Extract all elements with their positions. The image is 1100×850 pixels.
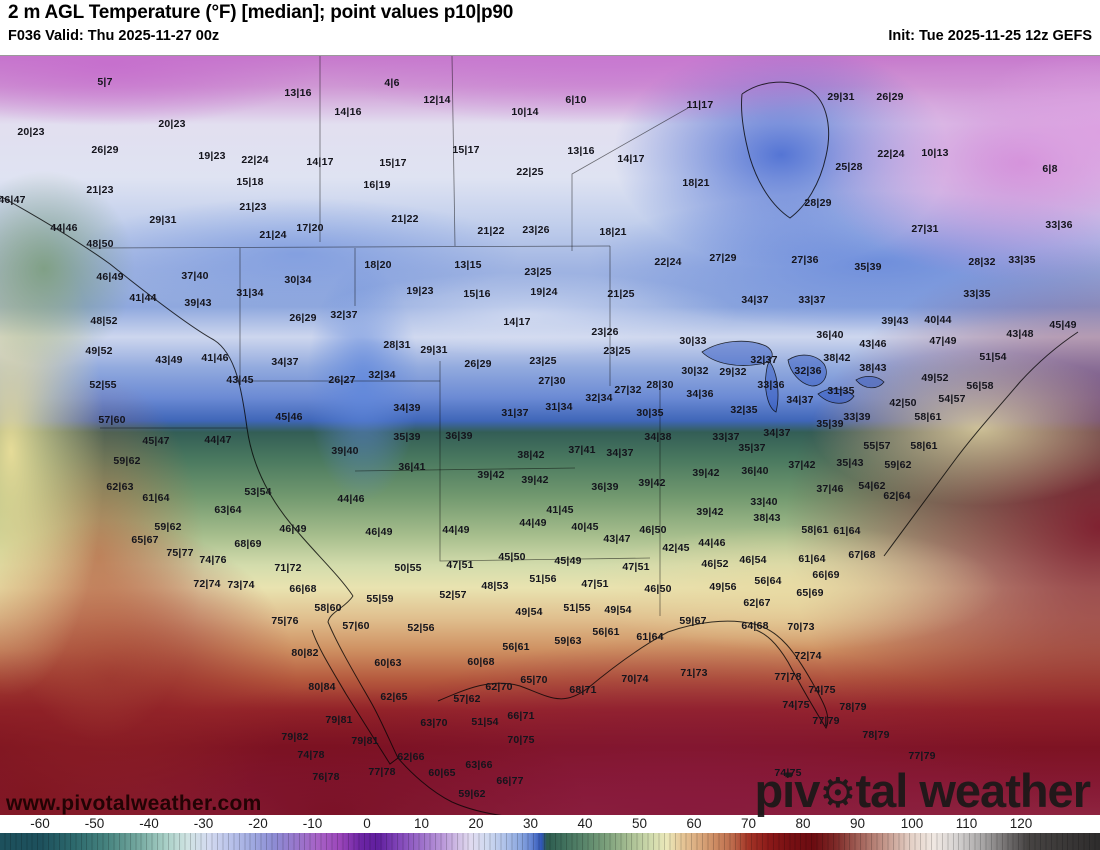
coastline-pacific <box>0 195 354 597</box>
colorbar-tick: -40 <box>139 816 159 831</box>
colorbar-tick: 100 <box>900 816 924 831</box>
colorbar-tick: -60 <box>30 816 50 831</box>
logo-text-left: piv <box>754 763 820 817</box>
colorbar-tick-labels: -60 -50 -40 -30 -20 -10 0 10 20 30 40 50 60 70 80 90 100… <box>0 815 1100 833</box>
map-borders <box>0 56 1079 816</box>
colorbar-tick: -30 <box>193 816 214 831</box>
colorbar-tick: 120 <box>1009 816 1033 831</box>
lake-michigan <box>765 361 779 413</box>
coastline-gulf-florida <box>437 620 829 730</box>
colorbar-tick: 110 <box>955 816 978 831</box>
hudson-bay-outline <box>741 81 830 219</box>
border-us-canada <box>89 245 611 249</box>
map-header: 2 m AGL Temperature (°F) [median]; point… <box>0 0 1100 55</box>
colorbar-tick: 40 <box>577 816 593 831</box>
colorbar-tick: 60 <box>686 816 702 831</box>
watermark: www.pivotalweather.com <box>6 792 262 815</box>
forecast-valid-label: F036 Valid: Thu 2025-11-27 00z <box>8 28 220 44</box>
border-state-1 <box>239 248 440 382</box>
colorbar-tick: 90 <box>849 816 866 831</box>
colorbar-tick: 50 <box>631 816 648 831</box>
coastline-mexico <box>397 757 506 816</box>
border-state-4 <box>439 361 651 562</box>
colorbar-tick: -10 <box>302 816 323 831</box>
map-title: 2 m AGL Temperature (°F) [median]; point… <box>8 2 514 23</box>
lake-erie <box>817 388 855 404</box>
colorbar-tick: -50 <box>84 816 105 831</box>
temperature-map[interactable]: www.pivotalweather.com piv⚙tal weather <box>0 55 1100 816</box>
temperature-colorbar <box>0 833 1100 850</box>
colorbar-tick: -20 <box>248 816 268 831</box>
colorbar-tick: 30 <box>522 816 539 831</box>
pivotal-weather-logo: piv⚙tal weather <box>754 763 1091 817</box>
lake-huron <box>787 354 827 387</box>
gear-icon: ⚙ <box>819 768 856 817</box>
map-subtitle-row: F036 Valid: Thu 2025-11-27 00z Init: Tue… <box>8 28 1092 44</box>
lake-ontario <box>855 376 885 389</box>
colorbar-tick: 80 <box>795 816 811 831</box>
coastline-baja <box>311 595 399 765</box>
logo-text-right: tal weather <box>855 763 1091 817</box>
border-province-3 <box>571 107 689 251</box>
coastline-atlantic <box>883 331 1079 557</box>
colorbar-tick: 10 <box>413 816 430 831</box>
colorbar-tick: 70 <box>740 816 757 831</box>
colorbar-tick: 0 <box>363 816 371 831</box>
border-state-5 <box>354 467 576 472</box>
border-province-2 <box>451 56 456 247</box>
lake-superior <box>701 340 773 366</box>
model-init-label: Init: Tue 2025-11-25 12z GEFS <box>888 28 1092 44</box>
colorbar-tick: 20 <box>468 816 484 831</box>
